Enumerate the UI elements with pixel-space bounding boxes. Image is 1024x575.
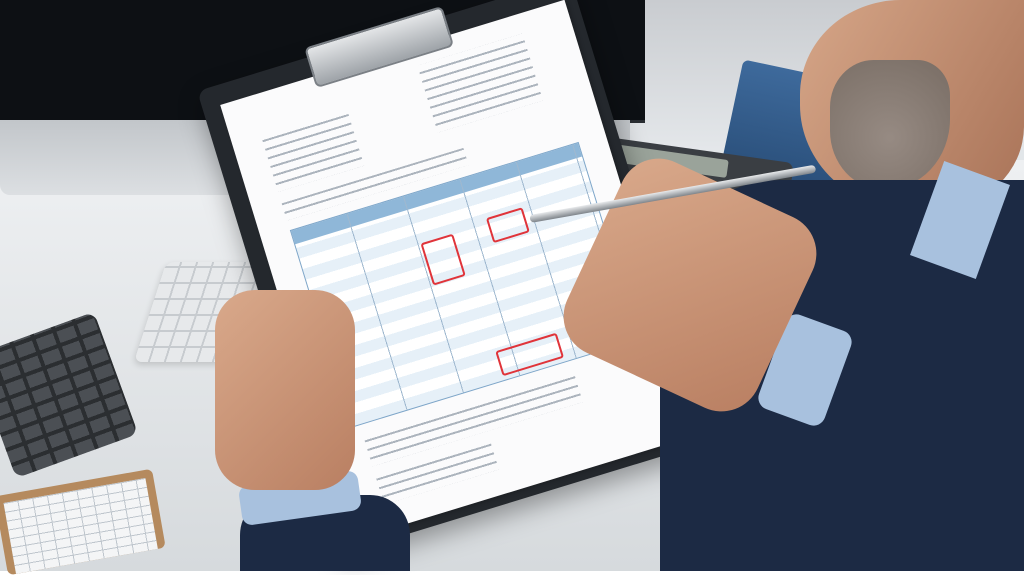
beard — [830, 60, 950, 190]
left-hand — [215, 290, 355, 490]
header-text-lines — [260, 108, 365, 192]
